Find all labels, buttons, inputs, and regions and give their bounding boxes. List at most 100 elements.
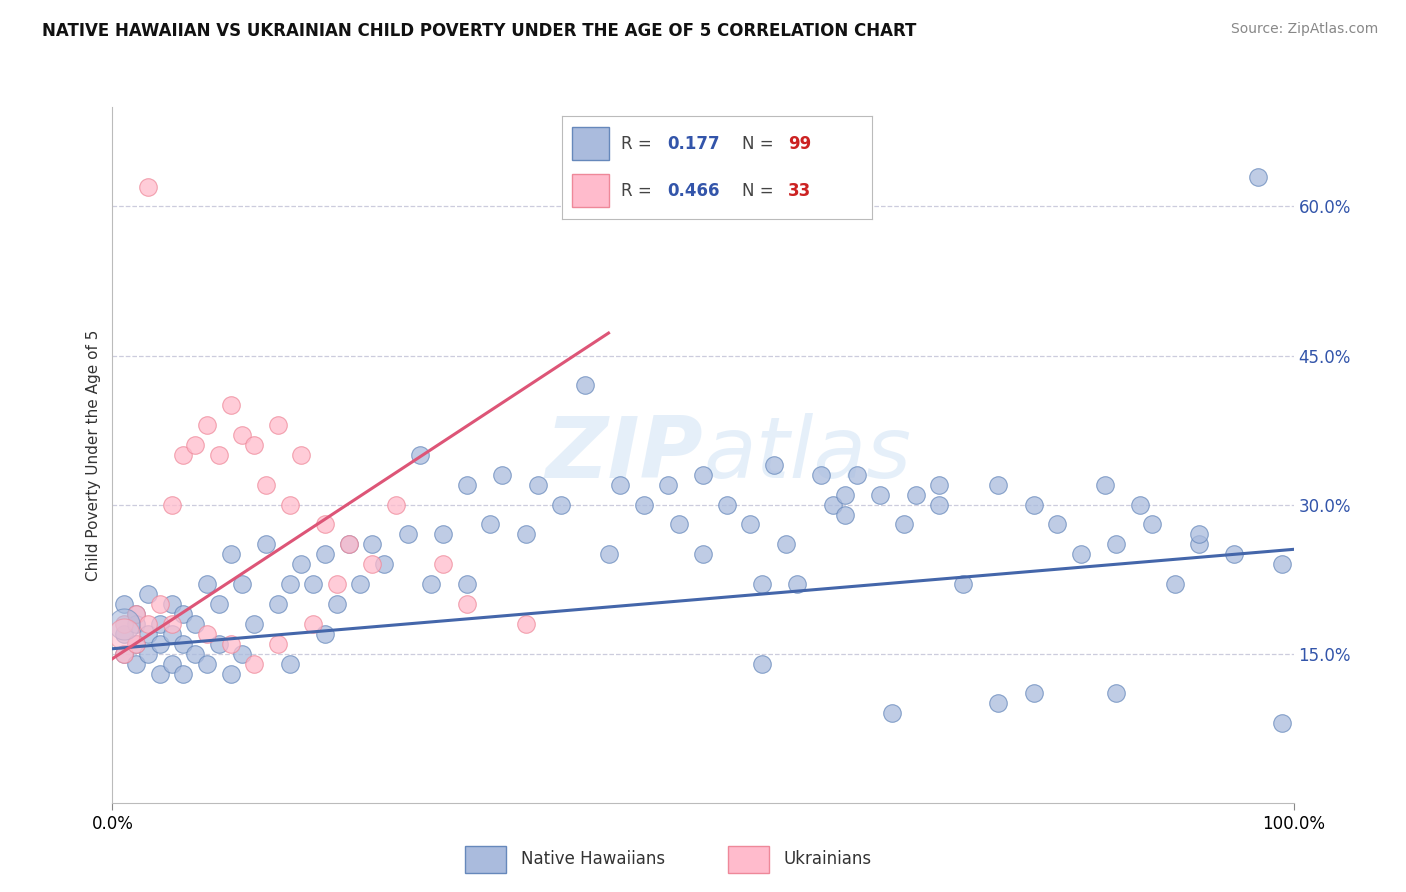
Point xyxy=(432,558,454,572)
Point xyxy=(125,637,148,651)
Text: Source: ZipAtlas.com: Source: ZipAtlas.com xyxy=(1230,22,1378,37)
Point xyxy=(326,597,349,611)
Point xyxy=(408,448,430,462)
Point xyxy=(1188,537,1211,551)
Point xyxy=(692,547,714,561)
Point xyxy=(254,477,277,491)
Point xyxy=(195,627,218,641)
Point xyxy=(515,616,537,631)
Point xyxy=(1129,498,1152,512)
Point xyxy=(302,616,325,631)
Point xyxy=(928,498,950,512)
Point xyxy=(821,498,844,512)
Point xyxy=(1164,577,1187,591)
Point xyxy=(775,537,797,551)
Point xyxy=(1188,527,1211,541)
Point xyxy=(184,616,207,631)
Point xyxy=(149,637,172,651)
Point xyxy=(1105,686,1128,700)
Point xyxy=(349,577,371,591)
Point xyxy=(1271,716,1294,731)
Point xyxy=(633,498,655,512)
Point xyxy=(1271,558,1294,572)
Point xyxy=(598,547,620,561)
Point xyxy=(219,398,242,412)
Text: 99: 99 xyxy=(789,135,811,153)
Point xyxy=(172,666,194,681)
Point xyxy=(112,597,135,611)
Point xyxy=(254,537,277,551)
Point xyxy=(385,498,408,512)
Point xyxy=(172,448,194,462)
Point xyxy=(160,498,183,512)
Point xyxy=(1070,547,1092,561)
Point xyxy=(762,458,785,472)
Point xyxy=(125,616,148,631)
Point xyxy=(290,558,312,572)
Point xyxy=(1105,537,1128,551)
Point xyxy=(609,477,631,491)
Point xyxy=(195,657,218,671)
Point xyxy=(834,508,856,522)
Point xyxy=(125,657,148,671)
Point xyxy=(290,448,312,462)
Point xyxy=(526,477,548,491)
Point xyxy=(479,517,502,532)
Point xyxy=(751,657,773,671)
Point xyxy=(786,577,808,591)
Text: N =: N = xyxy=(742,182,779,200)
Bar xyxy=(465,847,506,873)
Point xyxy=(243,657,266,671)
Point xyxy=(278,577,301,591)
Point xyxy=(845,467,868,482)
Point xyxy=(361,537,384,551)
Point xyxy=(149,616,172,631)
Point xyxy=(112,627,135,641)
Text: Native Hawaiians: Native Hawaiians xyxy=(520,849,665,868)
Point xyxy=(172,637,194,651)
Point xyxy=(574,378,596,392)
Point xyxy=(1140,517,1163,532)
Point xyxy=(1046,517,1069,532)
Point xyxy=(160,627,183,641)
Text: 0.177: 0.177 xyxy=(668,135,720,153)
Point xyxy=(136,179,159,194)
Point xyxy=(184,647,207,661)
Point xyxy=(880,706,903,721)
Point xyxy=(1022,686,1045,700)
Point xyxy=(208,448,231,462)
Point xyxy=(208,637,231,651)
Point xyxy=(125,637,148,651)
Point xyxy=(869,488,891,502)
Point xyxy=(243,616,266,631)
Text: 33: 33 xyxy=(789,182,811,200)
Text: atlas: atlas xyxy=(703,413,911,497)
Point xyxy=(810,467,832,482)
Point xyxy=(373,558,395,572)
Point xyxy=(160,616,183,631)
Bar xyxy=(572,128,609,160)
Point xyxy=(219,666,242,681)
Point xyxy=(928,477,950,491)
Point xyxy=(136,587,159,601)
Point xyxy=(219,637,242,651)
Point xyxy=(136,647,159,661)
Point xyxy=(987,697,1010,711)
Point xyxy=(231,577,253,591)
Point xyxy=(834,488,856,502)
Point xyxy=(1223,547,1246,561)
Point xyxy=(657,477,679,491)
Point xyxy=(456,597,478,611)
Point xyxy=(456,477,478,491)
Point xyxy=(231,647,253,661)
Point xyxy=(172,607,194,621)
Point xyxy=(278,657,301,671)
Point xyxy=(278,498,301,512)
Point xyxy=(208,597,231,611)
Point xyxy=(1094,477,1116,491)
Point xyxy=(396,527,419,541)
Point xyxy=(136,616,159,631)
Point xyxy=(456,577,478,591)
Point xyxy=(716,498,738,512)
Text: R =: R = xyxy=(621,135,657,153)
